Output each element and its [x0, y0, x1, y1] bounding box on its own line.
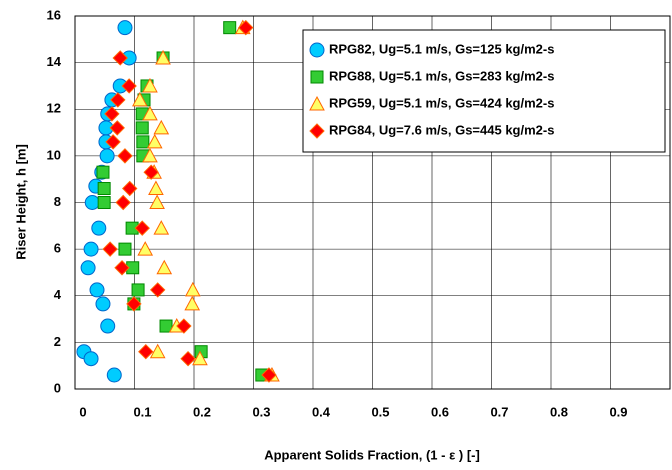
y-tick-label: 10	[47, 147, 61, 162]
marker	[91, 220, 107, 236]
marker	[148, 180, 164, 196]
marker	[110, 92, 126, 108]
y-tick-label: 14	[47, 54, 62, 69]
marker	[105, 134, 121, 150]
marker	[134, 220, 150, 236]
marker	[132, 91, 148, 107]
legend-marker	[309, 95, 325, 111]
marker	[156, 259, 173, 275]
x-tick-label: 0.2	[193, 404, 211, 419]
x-axis-label: Apparent Solids Fraction, (1 - ε ) [-]	[264, 447, 480, 462]
marker	[238, 19, 254, 36]
marker	[223, 21, 237, 35]
marker	[89, 282, 105, 298]
marker	[184, 281, 201, 297]
marker	[142, 147, 158, 163]
marker	[112, 50, 128, 66]
legend-marker	[309, 42, 325, 58]
marker	[95, 296, 111, 312]
x-tick-label: 0	[79, 404, 86, 419]
x-tick-label: 0.1	[133, 404, 151, 419]
marker	[176, 318, 192, 334]
marker	[104, 106, 120, 122]
marker	[100, 318, 116, 334]
marker	[149, 343, 166, 359]
marker	[84, 195, 100, 210]
marker	[96, 165, 110, 179]
marker	[118, 242, 132, 256]
y-tick-label: 4	[54, 287, 62, 302]
marker	[142, 105, 158, 121]
marker	[138, 343, 154, 360]
marker	[149, 282, 166, 298]
legend-label: RPG59, Ug=5.1 m/s, Gs=424 kg/m2-s	[329, 95, 554, 110]
marker	[192, 350, 208, 366]
marker	[136, 135, 150, 149]
marker	[146, 133, 163, 149]
marker	[159, 319, 173, 333]
x-tick-label: 0.8	[550, 404, 568, 419]
marker	[121, 78, 137, 94]
legend-label: RPG88, Ug=5.1 m/s, Gs=283 kg/m2-s	[329, 68, 554, 83]
x-tick-label: 0.4	[312, 404, 331, 419]
marker	[149, 194, 165, 209]
marker	[97, 182, 111, 196]
marker	[102, 241, 118, 257]
legend-label: RPG82, Ug=5.1 m/s, Gs=125 kg/m2-s	[329, 41, 554, 56]
marker	[137, 241, 154, 256]
y-axis-label: Riser Height, h [m]	[13, 144, 28, 260]
y-tick-label: 8	[54, 194, 61, 209]
legend-marker	[310, 70, 324, 84]
marker	[97, 196, 111, 209]
marker	[261, 367, 277, 383]
marker	[83, 351, 99, 367]
marker	[114, 260, 130, 276]
marker	[135, 121, 149, 135]
marker	[122, 180, 138, 197]
x-tick-label: 0.7	[490, 404, 508, 419]
marker	[80, 260, 96, 276]
marker	[117, 148, 133, 164]
y-tick-label: 6	[54, 241, 61, 256]
marker	[109, 120, 125, 136]
marker	[117, 20, 133, 36]
marker	[153, 119, 170, 135]
legend-label: RPG84, Ug=7.6 m/s, Gs=445 kg/m2-s	[329, 122, 554, 137]
x-tick-label: 0.9	[609, 404, 627, 419]
y-tick-label: 16	[47, 7, 61, 22]
marker	[131, 283, 145, 297]
x-tick-label: 0.5	[371, 404, 389, 419]
y-tick-label: 2	[54, 334, 61, 349]
legend-marker	[309, 123, 325, 139]
x-tick-label: 0.3	[252, 404, 270, 419]
marker	[142, 77, 158, 93]
marker	[126, 296, 142, 312]
marker	[184, 295, 201, 311]
marker	[99, 148, 115, 164]
legend-box	[302, 29, 666, 153]
marker	[153, 220, 170, 235]
marker	[106, 367, 122, 383]
y-tick-label: 12	[47, 101, 61, 116]
x-tick-label: 0.6	[431, 404, 449, 419]
y-tick-label: 0	[54, 380, 61, 395]
marker	[143, 164, 159, 180]
marker	[180, 350, 196, 367]
marker	[155, 49, 171, 65]
marker	[83, 241, 99, 257]
marker	[115, 194, 131, 211]
